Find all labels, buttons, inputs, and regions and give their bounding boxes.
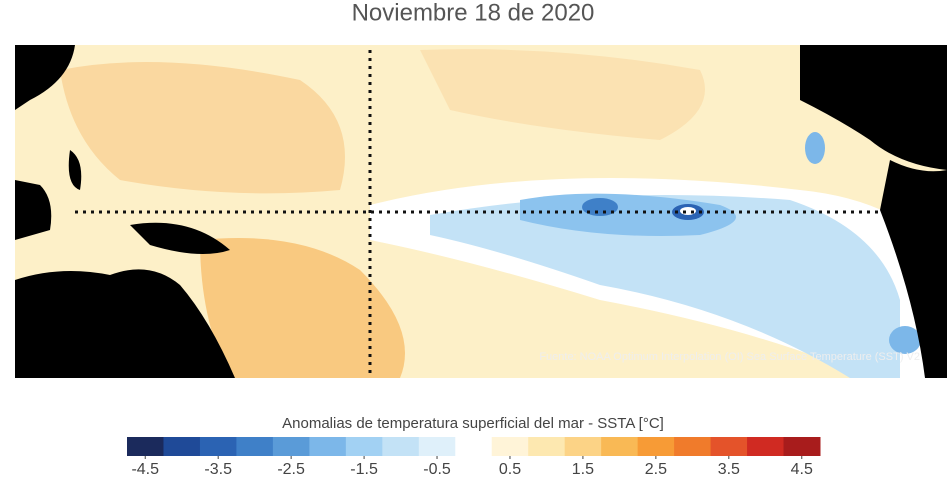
title: Noviembre 18 de 2020	[352, 0, 595, 26]
colorbar-box	[382, 437, 420, 456]
colorbar-box	[309, 437, 347, 456]
colorbar-box	[528, 437, 566, 456]
warm-patch	[420, 49, 705, 140]
colorbar-box	[455, 437, 493, 456]
colorbar-box	[783, 437, 821, 456]
colorbar-box	[236, 437, 274, 456]
colorbar-box	[418, 437, 456, 456]
colorbar: -4.5 -3.5 -2.5 -1.5 -0.5 0.5 1.5 2.5 3.5 4.5	[127, 437, 821, 478]
colorbar-box	[637, 437, 675, 456]
colorbar-box	[710, 437, 748, 456]
colorbar-tick-label: -4.5	[131, 461, 159, 478]
land-asia	[15, 45, 75, 110]
colorbar-tick-label: -3.5	[204, 461, 232, 478]
colorbar-tick-label: -1.5	[350, 461, 378, 478]
colorbar-box	[747, 437, 785, 456]
colorbar-tick-label: -2.5	[277, 461, 305, 478]
colorbar-tick-label: 1.5	[572, 461, 594, 478]
sst-map: Fuente: NOAA Optimum Interpolation (OI) …	[15, 45, 947, 378]
colorbar-box	[345, 437, 383, 456]
colorbar-tick-label: 4.5	[791, 461, 813, 478]
colorbar-box	[601, 437, 639, 456]
warm-patch	[60, 62, 345, 194]
source-note: Fuente: NOAA Optimum Interpolation (OI) …	[539, 351, 920, 363]
cool-spot	[805, 132, 825, 164]
cool-spot	[582, 198, 618, 216]
land-indonesia	[15, 150, 230, 254]
cool-spot	[889, 326, 921, 354]
colorbar-box	[163, 437, 201, 456]
land-australia	[15, 269, 235, 378]
colorbar-box	[199, 437, 237, 456]
colorbar-box	[491, 437, 529, 456]
colorbar-tick-label: 3.5	[718, 461, 740, 478]
land-south-america	[880, 160, 947, 378]
warm-patch	[200, 238, 405, 378]
colorbar-tick-label: 2.5	[645, 461, 667, 478]
cool-band	[430, 195, 900, 378]
colorbar-tick-label: 0.5	[499, 461, 521, 478]
colorbar-box	[127, 437, 164, 456]
cool-core	[520, 193, 736, 236]
colorbar-tick-label: -0.5	[423, 461, 451, 478]
colorbar-label: Anomalias de temperatura superficial del…	[282, 415, 664, 432]
colorbar-box	[564, 437, 602, 456]
colorbar-box	[674, 437, 712, 456]
colorbar-box	[272, 437, 310, 456]
land-north-america	[800, 45, 947, 170]
